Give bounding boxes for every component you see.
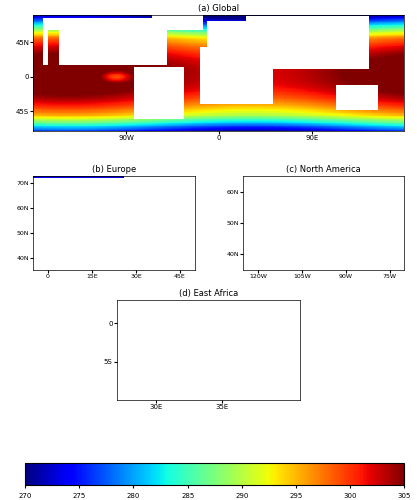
- Title: (b) Europe: (b) Europe: [92, 165, 136, 174]
- Title: (c) North America: (c) North America: [286, 165, 361, 174]
- Title: (d) East Africa: (d) East Africa: [179, 289, 238, 298]
- Title: (a) Global: (a) Global: [198, 4, 239, 13]
